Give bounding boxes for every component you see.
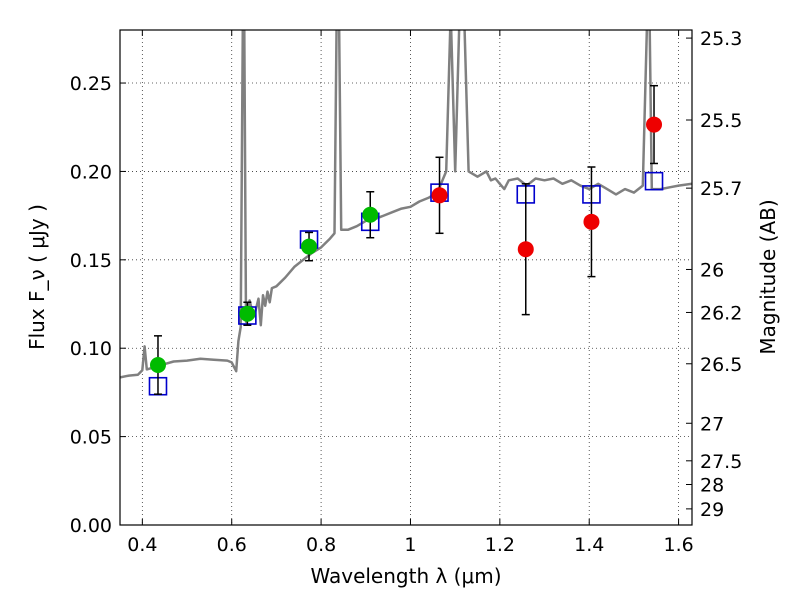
observed-flux-point: [239, 305, 256, 322]
y-tick-label: 0.20: [70, 161, 112, 183]
y-axis-label: Flux F_ν ( μJy ): [25, 204, 49, 350]
data-layer: [120, 30, 692, 396]
x-axis-label: Wavelength λ (μm): [310, 564, 501, 588]
right-tick-label: 27: [700, 413, 724, 435]
x-tick-label: 1.6: [663, 534, 693, 556]
x-tick-label: 0.6: [217, 534, 247, 556]
right-tick-label: 25.3: [700, 28, 742, 50]
observed-flux-point: [517, 241, 534, 258]
ticks: 0.4 0.6 0.8 1 1.2 1.4 1.6 0.00 0.05 0.10 0.15 0.20 0…: [70, 28, 743, 556]
model-photometry-square: [644, 171, 664, 191]
right-tick-label: 27.5: [700, 451, 742, 473]
right-axis-label: Magnitude (AB): [756, 199, 780, 354]
right-tick-label: 25.5: [700, 110, 742, 132]
y-tick-label: 0.00: [70, 515, 112, 537]
observed-flux-point: [362, 206, 379, 223]
x-tick-label: 1.4: [574, 534, 604, 556]
right-tick-label: 26.2: [700, 302, 742, 324]
y-tick-label: 0.10: [70, 338, 112, 360]
right-tick-label: 25.7: [700, 178, 742, 200]
observed-flux-point: [431, 187, 448, 204]
observed-flux-point: [301, 238, 318, 255]
y-tick-label: 0.15: [70, 250, 112, 272]
y-tick-label: 0.05: [70, 427, 112, 449]
observed-flux-point: [583, 213, 600, 230]
observed-flux-point: [646, 116, 663, 133]
x-tick-label: 0.8: [306, 534, 336, 556]
right-tick-label: 28: [700, 475, 724, 497]
right-tick-label: 29: [700, 499, 724, 521]
y-tick-label: 0.25: [70, 73, 112, 95]
right-tick-label: 26.5: [700, 354, 742, 376]
plot-background: [120, 30, 692, 525]
right-tick-label: 26: [700, 259, 724, 281]
plot-frame: [119, 29, 693, 526]
x-tick-label: 1.2: [485, 534, 515, 556]
observed-flux-point: [149, 357, 166, 374]
x-tick-label: 0.4: [127, 534, 157, 556]
x-tick-label: 1: [404, 534, 416, 556]
